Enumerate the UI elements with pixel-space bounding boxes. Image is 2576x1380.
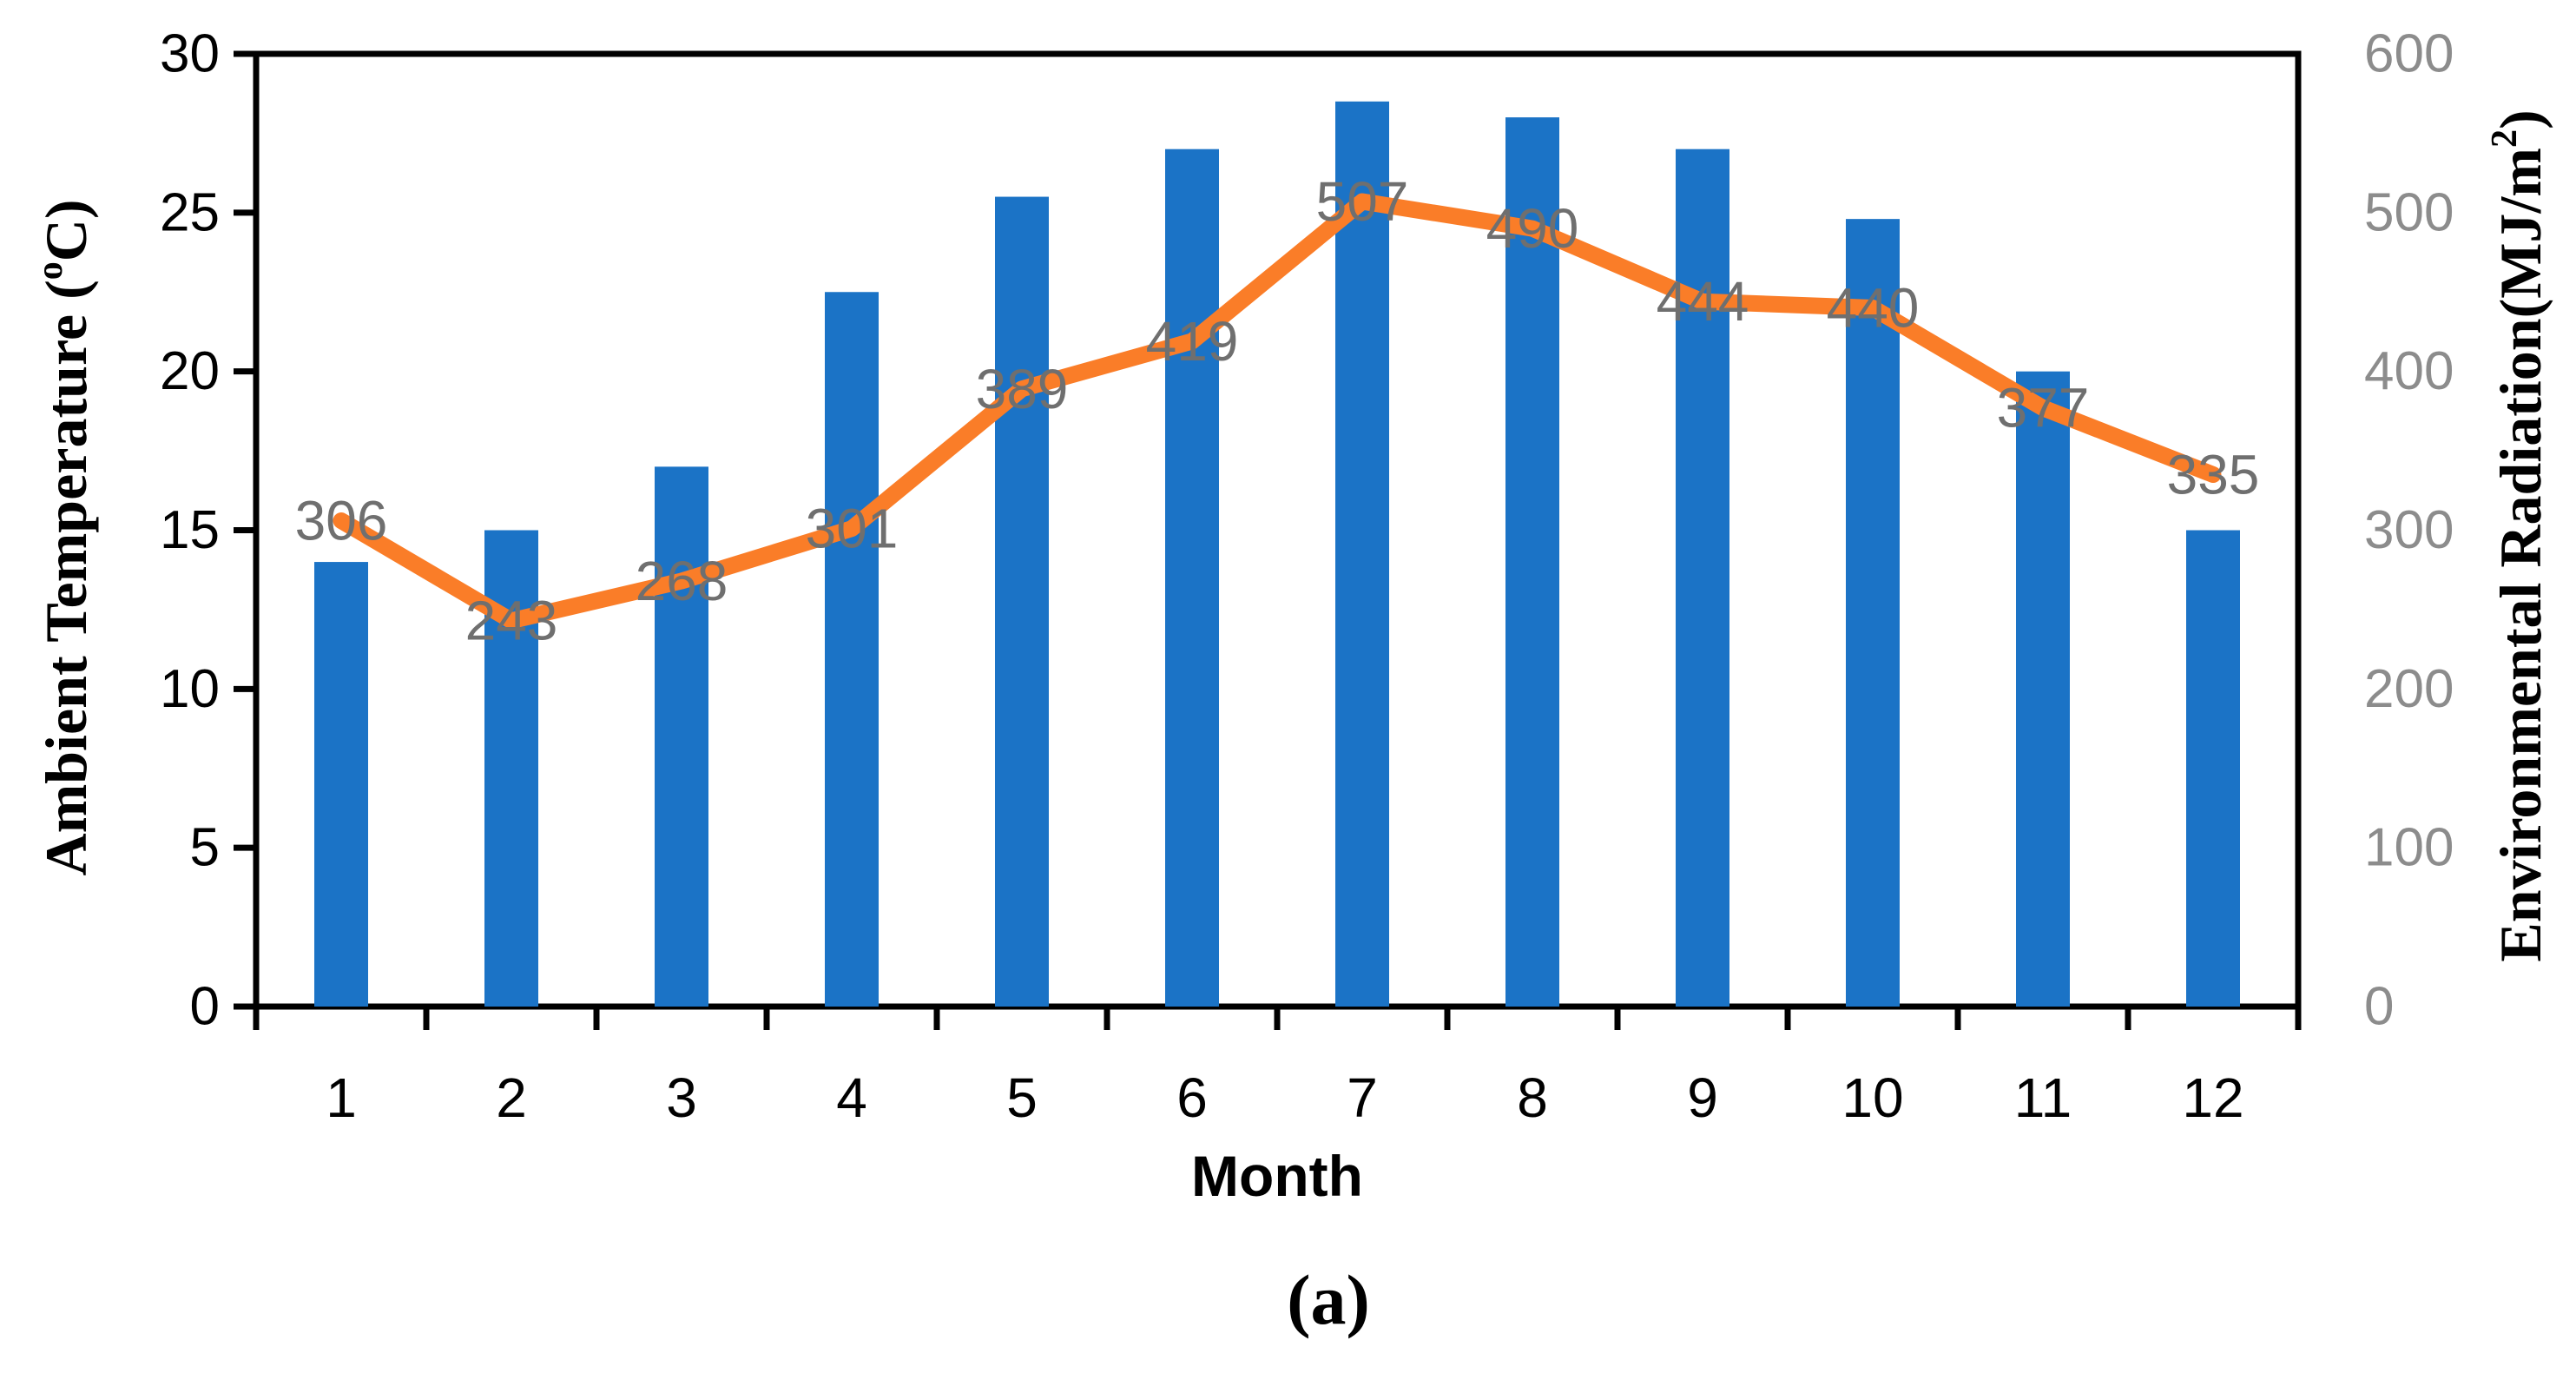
x-axis-tick-label: 3 bbox=[666, 1066, 697, 1129]
left-axis-title-suffix: C) bbox=[33, 199, 99, 262]
x-axis-tick-label: 1 bbox=[326, 1066, 357, 1129]
temperature-bar bbox=[825, 292, 879, 1007]
temperature-bar bbox=[1505, 117, 1559, 1007]
left-axis-tick-label: 25 bbox=[160, 182, 220, 242]
x-axis-tick-label: 2 bbox=[496, 1066, 527, 1129]
x-axis-tick-label: 6 bbox=[1176, 1066, 1208, 1129]
radiation-data-label: 419 bbox=[1146, 310, 1239, 373]
radiation-data-label: 440 bbox=[1827, 277, 1920, 340]
left-axis-title: Ambient Temperature (oC) bbox=[30, 17, 101, 1059]
temperature-bar bbox=[1165, 149, 1219, 1007]
squared-superscript: 2 bbox=[2485, 129, 2525, 149]
radiation-data-label: 335 bbox=[2167, 444, 2260, 506]
right-axis-tick-label: 0 bbox=[2364, 977, 2394, 1037]
left-axis-tick-label: 15 bbox=[160, 500, 220, 560]
radiation-data-label: 507 bbox=[1316, 170, 1409, 233]
right-axis-title-text: Environmental Radiation(MJ/m bbox=[2487, 148, 2553, 962]
radiation-data-label: 301 bbox=[806, 498, 899, 560]
x-axis-tick-label: 11 bbox=[2014, 1066, 2072, 1129]
temperature-bar bbox=[1335, 101, 1389, 1007]
radiation-data-label: 377 bbox=[1997, 377, 2090, 439]
line-group bbox=[333, 193, 2222, 630]
left-axis-title-text: Ambient Temperature ( bbox=[33, 280, 99, 876]
degree-superscript: o bbox=[30, 261, 70, 281]
right-axis-tick-label: 400 bbox=[2364, 341, 2454, 401]
x-axis-tick-label: 5 bbox=[1006, 1066, 1038, 1129]
x-axis-tick-label: 7 bbox=[1347, 1066, 1378, 1129]
radiation-data-label: 389 bbox=[976, 358, 1069, 420]
right-axis-tick-label: 100 bbox=[2364, 818, 2454, 878]
plot-border bbox=[253, 50, 2302, 1010]
radiation-data-label: 490 bbox=[1486, 197, 1579, 260]
right-axis-tick-label: 300 bbox=[2364, 500, 2454, 560]
x-axis-tick-label: 4 bbox=[836, 1066, 867, 1129]
temperature-bar bbox=[655, 466, 708, 1007]
x-axis-tick-label: 12 bbox=[2182, 1066, 2243, 1129]
radiation-data-label: 268 bbox=[636, 550, 728, 612]
temperature-bar bbox=[1846, 219, 1900, 1007]
left-axis-tick-label: 10 bbox=[160, 659, 220, 719]
temperature-bar bbox=[995, 196, 1049, 1007]
x-axis-tick-label: 8 bbox=[1517, 1066, 1548, 1129]
x-axis-tick-label: 10 bbox=[1841, 1066, 1903, 1129]
left-axis-tick-label: 30 bbox=[160, 24, 220, 84]
temperature-bar bbox=[314, 562, 368, 1007]
right-axis-title-suffix: ) bbox=[2487, 109, 2553, 130]
x-axis-tick-label: 9 bbox=[1687, 1066, 1718, 1129]
right-axis-tick-label: 500 bbox=[2364, 182, 2454, 242]
left-axis-tick-label: 20 bbox=[160, 341, 220, 401]
x-axis-title: Month bbox=[1191, 1144, 1363, 1208]
right-axis-tick-label: 200 bbox=[2364, 659, 2454, 719]
left-axis-tick-label: 0 bbox=[190, 977, 220, 1037]
right-axis-title: Environmental Radiation(MJ/m2) bbox=[2484, 0, 2555, 1144]
right-axis-tick-label: 600 bbox=[2364, 24, 2454, 84]
radiation-line bbox=[333, 193, 2222, 630]
panel-label: (a) bbox=[1287, 1260, 1370, 1339]
left-axis-tick-label: 5 bbox=[190, 818, 220, 878]
bars-group bbox=[314, 101, 2240, 1007]
temperature-bar bbox=[2186, 530, 2240, 1007]
data-labels-group: 306 243 268 301 389 419 507 490 444 440 377 335 bbox=[295, 170, 2260, 652]
radiation-data-label: 243 bbox=[465, 590, 558, 652]
radiation-data-label: 444 bbox=[1657, 270, 1749, 333]
temperature-bar bbox=[2016, 371, 2070, 1007]
radiation-data-label: 306 bbox=[295, 490, 388, 552]
